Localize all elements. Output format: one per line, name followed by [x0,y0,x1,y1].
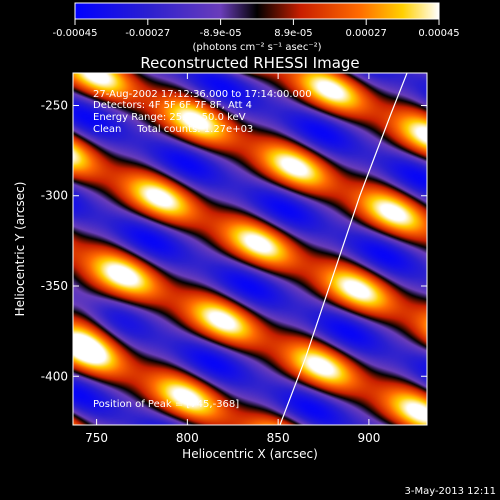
colorbar-tick-label: 0.00027 [346,28,387,39]
colorbar-ticks: -0.00045 -0.00027 -8.9e-05 8.9e-05 0.00027 0.… [53,19,460,39]
colorbar-gradient [74,2,440,20]
x-tick-label: 800 [176,431,199,445]
x-tick-label: 900 [357,431,380,445]
colorbar-units-label: (photons cm⁻² s⁻¹ asec⁻²) [192,42,321,53]
y-tick-label: -350 [41,279,68,293]
x-axis-label: Heliocentric X (arcsec) [182,447,318,461]
x-tick-label: 850 [267,431,290,445]
footer-date: 3-May-2013 12:11 [404,486,496,497]
annotations: 27-Aug-2002 17:12:36.000 to 17:14:00.000… [93,89,312,410]
annotation-energy-range: Energy Range: 25.0 - 50.0 keV [93,112,246,123]
heatmap-canvas [73,73,427,425]
annotation-method-counts: Clean Total counts: 1.27e+03 [93,124,253,135]
annotation-peak-position: Position of Peak = [745,-368] [93,399,239,410]
annotation-time-range: 27-Aug-2002 17:12:36.000 to 17:14:00.000 [93,89,312,100]
colorbar-tick-label: -8.9e-05 [200,28,242,39]
y-tick-label: -400 [41,369,68,383]
heatmap-image [73,73,427,425]
colorbar-tick-label: -0.00045 [53,28,98,39]
axis-ticks: 750 800 850 900 -400 -350 -300 -250 [41,73,427,445]
solar-limb-arc [279,73,408,425]
colorbar-tick-label: 0.00045 [418,28,459,39]
plot-frame [72,72,428,426]
colorbar-tick-label: 8.9e-05 [274,28,312,39]
annotation-detectors: Detectors: 4F 5F 6F 7F 8F, Att 4 [93,100,252,111]
y-tick-label: -250 [41,98,68,112]
x-tick-label: 750 [85,431,108,445]
chart-title: Reconstructed RHESSI Image [140,54,359,72]
colorbar-tick-label: -0.00027 [125,28,170,39]
y-axis-label: Heliocentric Y (arcsec) [13,182,27,317]
y-tick-label: -300 [41,189,68,203]
colorbar: -0.00045 -0.00027 -8.9e-05 8.9e-05 0.00027 0.… [53,2,460,53]
